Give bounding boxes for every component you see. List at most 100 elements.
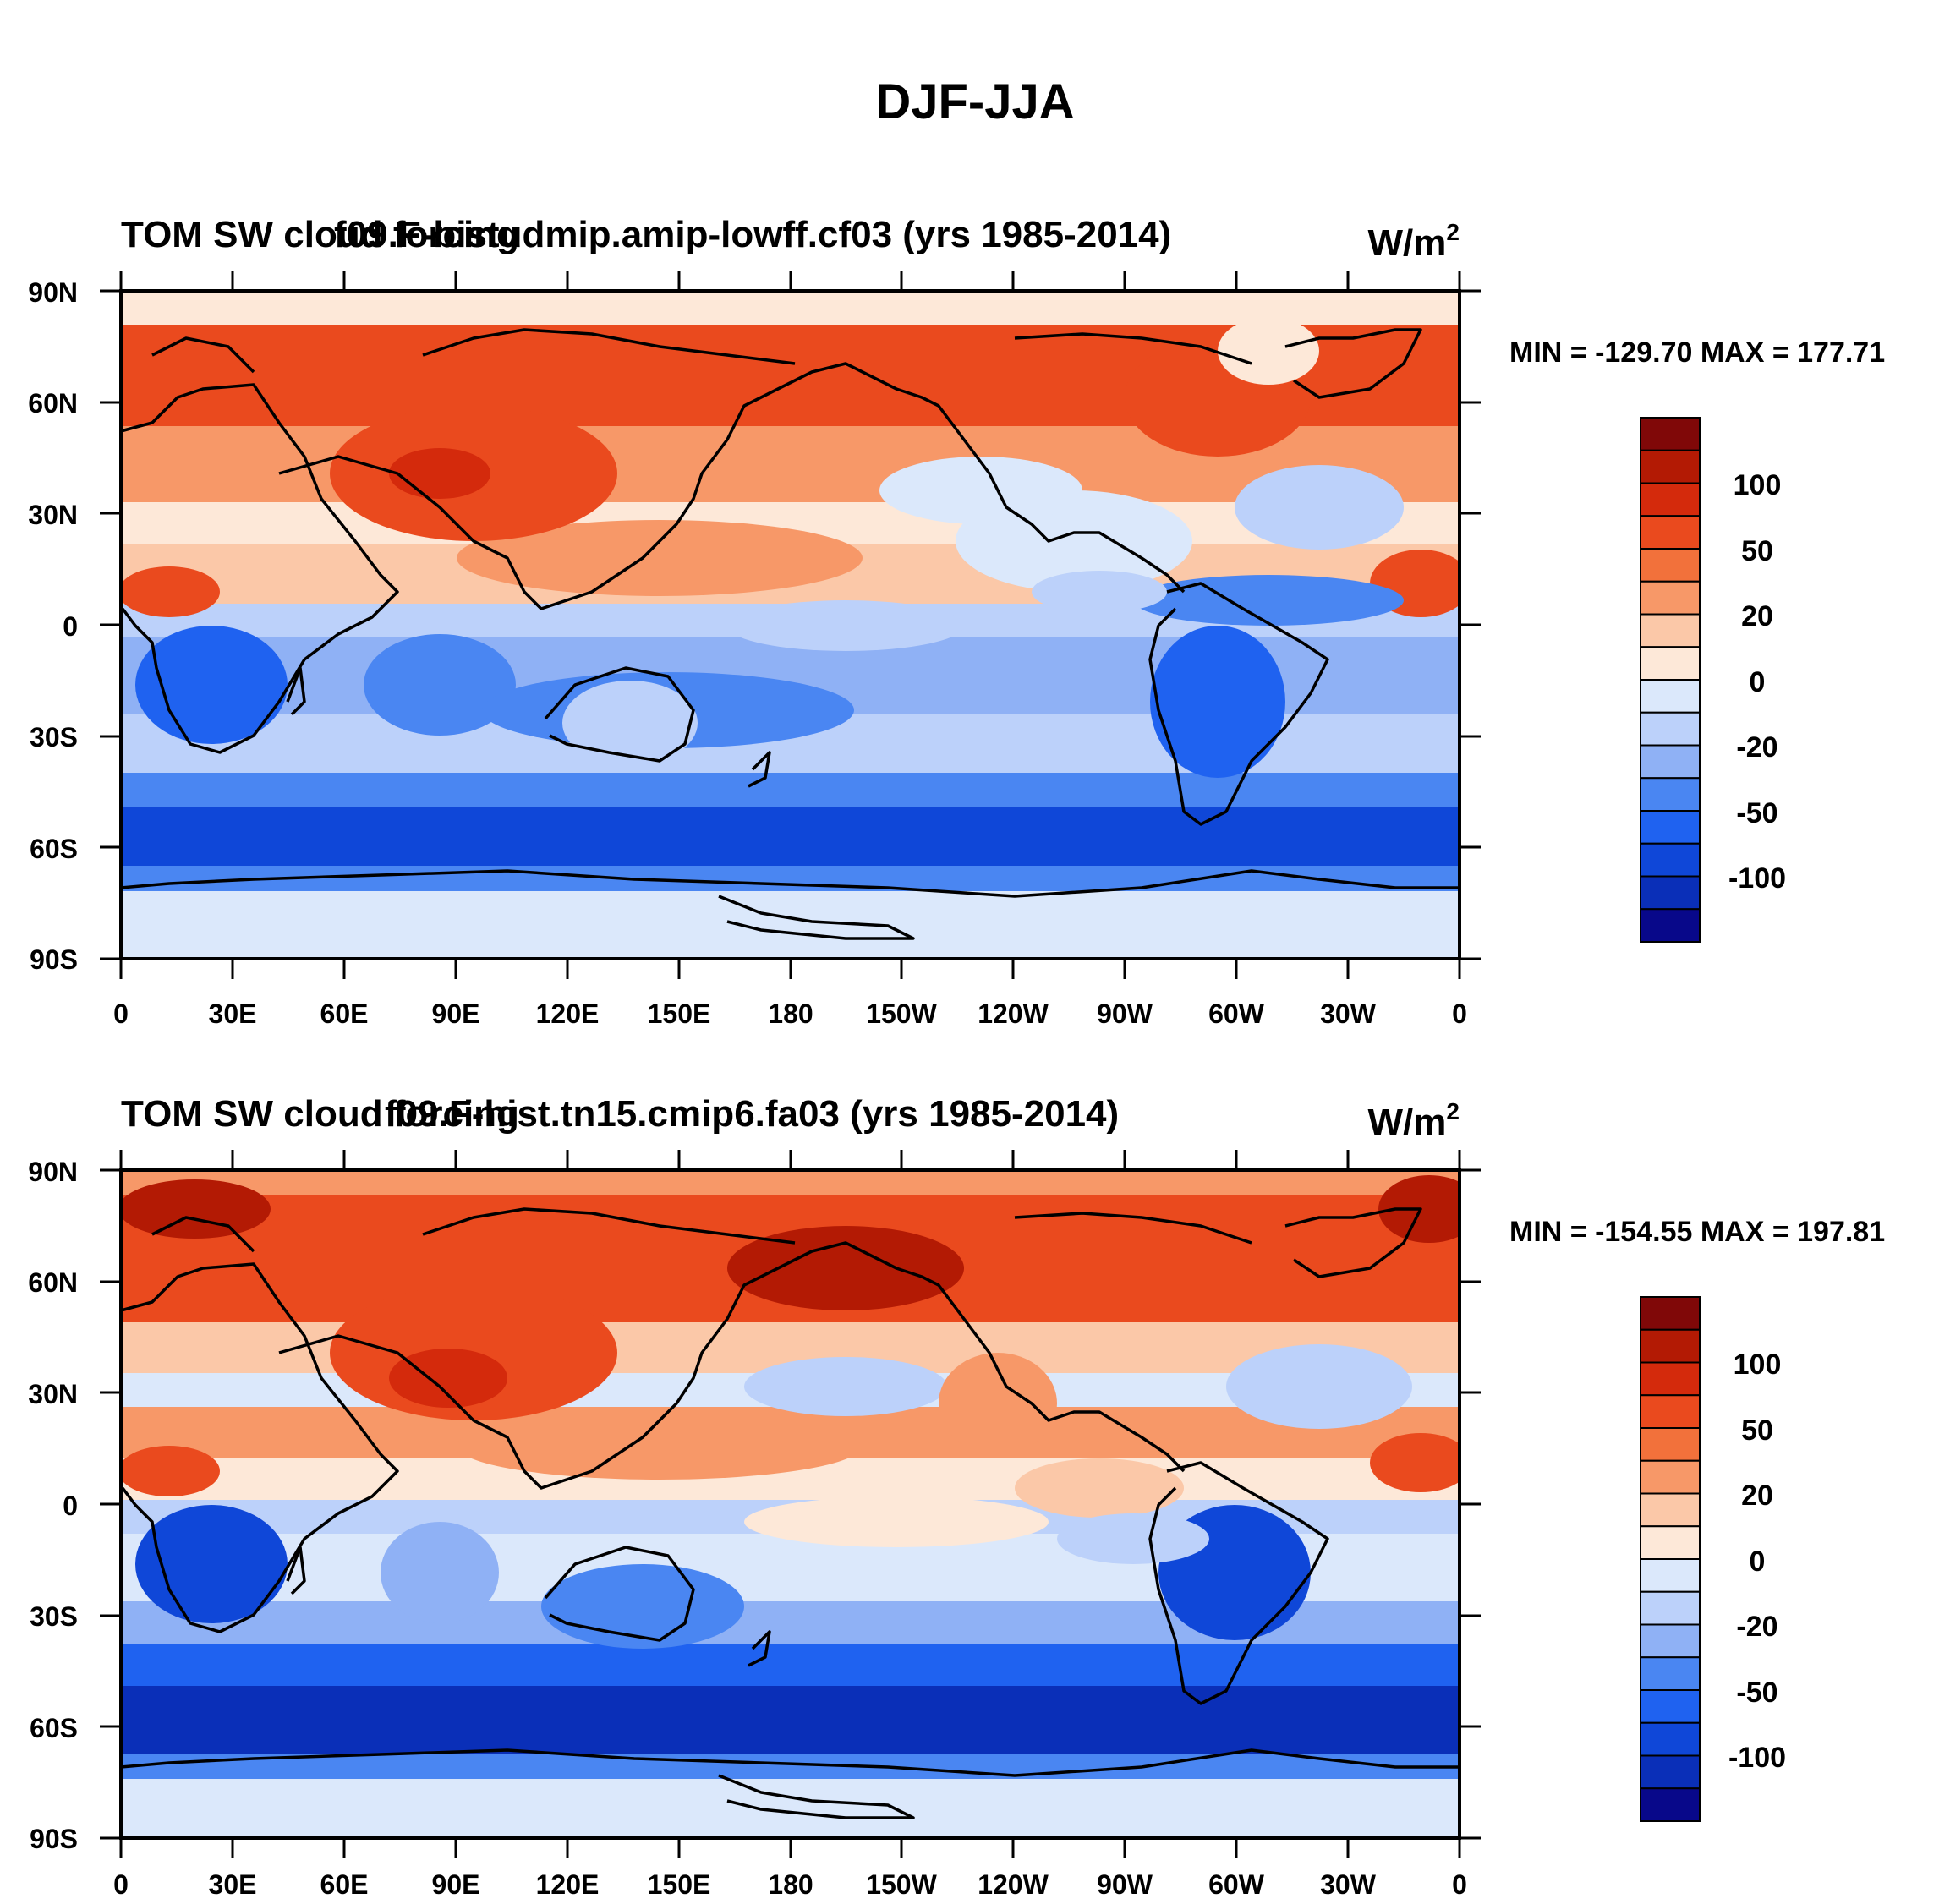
band bbox=[121, 807, 1460, 866]
panel-1-variable-label: TOM SW cloud forcing bbox=[121, 214, 519, 255]
lon-label: 90E bbox=[432, 1869, 480, 1900]
colorbar-box bbox=[1640, 1427, 1701, 1462]
lon-label: 30W bbox=[1320, 1869, 1377, 1900]
lon-label: 150E bbox=[648, 1869, 711, 1900]
patch bbox=[727, 1226, 964, 1310]
band bbox=[121, 1644, 1460, 1686]
colorbar-box bbox=[1640, 417, 1701, 451]
patch bbox=[727, 600, 964, 651]
colorbar-box bbox=[1640, 580, 1701, 616]
colorbar-label: 100 bbox=[1734, 469, 1782, 501]
panel-1-units: W/m2 bbox=[1368, 219, 1460, 264]
patch bbox=[1032, 571, 1167, 613]
colorbar-box bbox=[1640, 449, 1701, 484]
colorbar-box bbox=[1640, 1656, 1701, 1691]
lat-label: 30S bbox=[30, 722, 78, 752]
colorbar-box bbox=[1640, 711, 1701, 747]
lon-label: 0 bbox=[1452, 999, 1467, 1029]
lon-label: 60E bbox=[320, 1869, 369, 1900]
colorbar-label: 50 bbox=[1741, 1414, 1773, 1447]
lon-label: 90W bbox=[1097, 999, 1153, 1029]
lon-label: 180 bbox=[768, 1869, 813, 1900]
colorbar-box bbox=[1640, 679, 1701, 714]
lon-label: 60E bbox=[320, 999, 369, 1029]
patch bbox=[1235, 465, 1404, 550]
colorbar-box bbox=[1640, 548, 1701, 583]
patch bbox=[364, 634, 516, 736]
band bbox=[121, 1170, 1460, 1195]
colorbar-box bbox=[1640, 1525, 1701, 1560]
colorbar-box bbox=[1640, 1754, 1701, 1790]
lat-label: 90S bbox=[30, 944, 78, 975]
band bbox=[121, 866, 1460, 891]
colorbar-box bbox=[1640, 842, 1701, 878]
lat-label: 30S bbox=[30, 1601, 78, 1632]
panel-2-variable-label: TOM SW cloud forcing bbox=[121, 1093, 519, 1135]
colorbar-box bbox=[1640, 810, 1701, 845]
panel-2-map bbox=[121, 1170, 1460, 1838]
patch bbox=[121, 1446, 220, 1496]
panel-1-lat-labels: 90N 60N 30N 0 30S 60S 90S bbox=[28, 277, 78, 975]
patch bbox=[457, 520, 863, 596]
lon-label: 60W bbox=[1208, 1869, 1265, 1900]
colorbar-box bbox=[1640, 908, 1701, 943]
panel-2-units: W/m2 bbox=[1368, 1098, 1460, 1143]
lat-label: 60S bbox=[30, 1713, 78, 1743]
colorbar-box bbox=[1640, 1689, 1701, 1724]
panel-2-case-label: f09.F-hist.tn15.cmip6.fa03 (yrs 1985-201… bbox=[385, 1093, 1119, 1135]
lon-label: 90E bbox=[432, 999, 480, 1029]
lon-label: 30E bbox=[209, 1869, 257, 1900]
band bbox=[121, 891, 1460, 959]
lon-label: 30W bbox=[1320, 999, 1377, 1029]
panel-2-colorbar: 100 50 20 0 -20 -50 -100 bbox=[1640, 1296, 1786, 1822]
lat-label: 90S bbox=[30, 1824, 78, 1854]
colorbar-label: -20 bbox=[1736, 1611, 1777, 1643]
colorbar-label: 0 bbox=[1750, 1546, 1766, 1578]
lat-label: 60N bbox=[28, 388, 78, 419]
colorbar-label: -100 bbox=[1728, 862, 1786, 895]
patch bbox=[135, 1505, 288, 1623]
lon-label: 120E bbox=[536, 999, 600, 1029]
band bbox=[121, 773, 1460, 807]
lon-label: 180 bbox=[768, 999, 813, 1029]
band bbox=[121, 291, 1460, 325]
colorbar-box bbox=[1640, 1492, 1701, 1528]
panel-1-case-label: f09.F-bistudmip.amip-lowff.cf03 (yrs 198… bbox=[334, 214, 1171, 255]
colorbar-box bbox=[1640, 613, 1701, 648]
lat-label: 60S bbox=[30, 834, 78, 864]
panel-1-coastlines bbox=[121, 328, 1460, 940]
colorbar-label: 100 bbox=[1734, 1349, 1782, 1381]
colorbar-label: -50 bbox=[1736, 1677, 1777, 1709]
colorbar-box bbox=[1640, 482, 1701, 517]
patch bbox=[562, 681, 698, 765]
panel-2-min-max: MIN = -154.55 MAX = 197.81 bbox=[1509, 1216, 1885, 1248]
lat-label: 30N bbox=[28, 500, 78, 530]
colorbar-box bbox=[1640, 646, 1701, 681]
panel-1: TOM SW cloud forcing f09.F-bistudmip.ami… bbox=[28, 214, 1885, 1029]
lon-label: 150W bbox=[866, 999, 937, 1029]
patch bbox=[1150, 626, 1285, 778]
lon-label: 120E bbox=[536, 1869, 600, 1900]
panel-1-colorbar-labels: 100 50 20 0 -20 -50 -100 bbox=[1728, 469, 1786, 895]
patch bbox=[1370, 1433, 1460, 1492]
panel-1-lon-labels: 0 30E 60E 90E 120E 150E 180 150W 120W 90… bbox=[113, 999, 1467, 1029]
lon-label: 0 bbox=[1452, 1869, 1467, 1900]
colorbar-box bbox=[1640, 744, 1701, 780]
colorbar-box bbox=[1640, 1296, 1701, 1331]
colorbar-label: -50 bbox=[1736, 797, 1777, 829]
patch bbox=[1057, 1513, 1209, 1564]
colorbar-box bbox=[1640, 1361, 1701, 1397]
figure-title: DJF-JJA bbox=[875, 74, 1074, 129]
lon-label: 60W bbox=[1208, 999, 1265, 1029]
patch bbox=[381, 1522, 499, 1623]
lon-label: 0 bbox=[113, 1869, 129, 1900]
colorbar-box bbox=[1640, 1623, 1701, 1659]
colorbar-box bbox=[1640, 777, 1701, 812]
colorbar-label: -100 bbox=[1728, 1742, 1786, 1774]
lon-label: 30E bbox=[209, 999, 257, 1029]
colorbar-box bbox=[1640, 515, 1701, 550]
panel-2: TOM SW cloud forcing f09.F-hist.tn15.cmi… bbox=[28, 1093, 1885, 1900]
panel-1-map bbox=[121, 291, 1460, 959]
panel-1-colorbar: 100 50 20 0 -20 -50 -100 bbox=[1640, 417, 1786, 943]
patch bbox=[389, 1349, 507, 1408]
